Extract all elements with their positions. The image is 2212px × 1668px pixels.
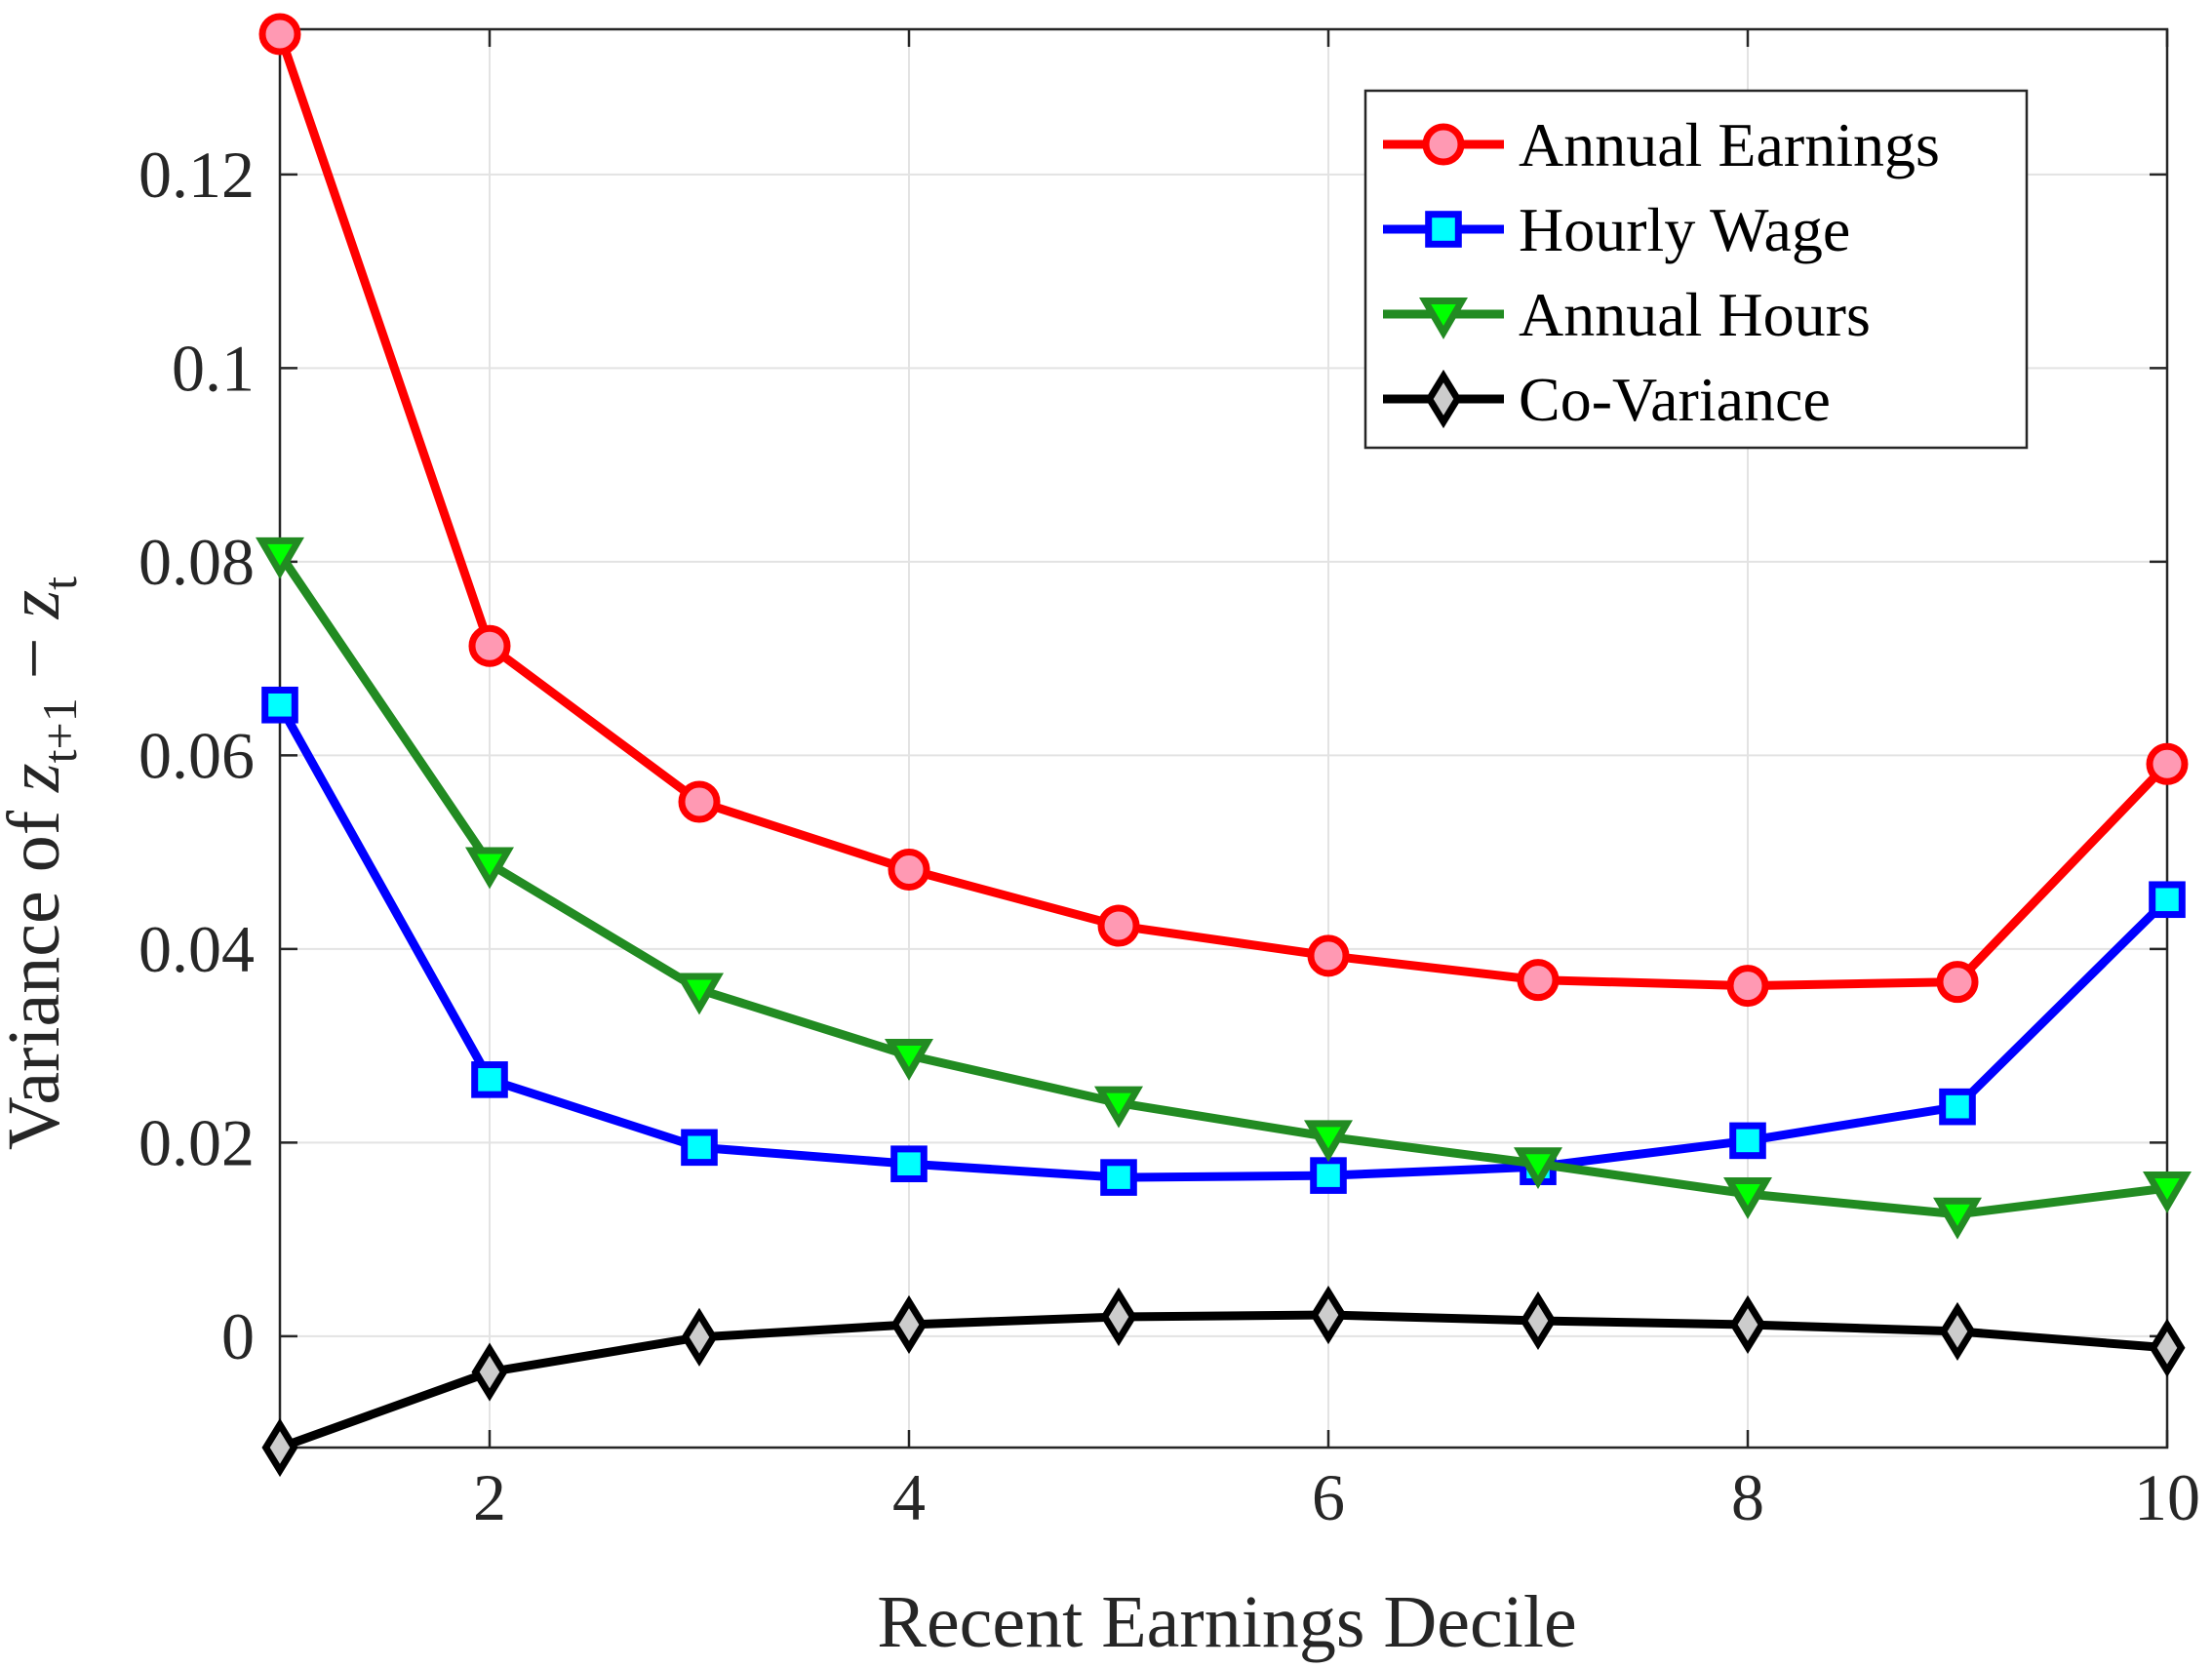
data-point-co-variance <box>1939 1301 1976 1361</box>
series-annual-hours <box>256 536 2192 1240</box>
data-point-annual-hours <box>465 847 514 890</box>
data-point-annual-hours <box>1723 1176 1772 1219</box>
series-line-co-variance <box>278 1310 2168 1452</box>
series-line-annual-hours <box>276 551 2168 1219</box>
data-point-annual-earnings <box>678 780 721 823</box>
plot-frame <box>278 27 2169 1450</box>
data-point-co-variance <box>1100 1287 1137 1347</box>
y-tick-label: 0.08 <box>138 525 255 599</box>
y-tick-label: 0 <box>221 1299 255 1373</box>
series-line-annual-earnings <box>275 32 2171 991</box>
data-point-annual-hours <box>675 973 724 1015</box>
data-point-annual-hours <box>2143 1172 2192 1213</box>
data-point-annual-earnings <box>1726 965 1769 1008</box>
y-axis-label-sub2: t <box>32 576 87 590</box>
data-point-co-variance <box>261 1417 298 1478</box>
y-axis-label-sub1: t+1 <box>32 697 87 763</box>
data-point-hourly-wage <box>890 1145 928 1183</box>
x-tick-label: 8 <box>1731 1460 1764 1534</box>
y-tick-label: 0.04 <box>138 912 255 986</box>
series-annual-earnings <box>258 13 2189 1008</box>
series-layer <box>256 13 2192 1478</box>
data-point-annual-earnings <box>468 624 511 667</box>
y-tick-label: 0.1 <box>172 331 255 405</box>
legend: Annual Earnings Hourly Wage Annual Hours Co… <box>1363 89 2029 450</box>
data-point-hourly-wage <box>1100 1159 1137 1196</box>
data-point-hourly-wage <box>2149 881 2186 919</box>
data-point-annual-hours <box>1514 1147 1562 1190</box>
series-line-hourly-wage <box>276 702 2171 1182</box>
y-tick-label: 0.06 <box>138 718 255 792</box>
data-point-annual-hours <box>885 1039 933 1081</box>
x-tick-label: 6 <box>1312 1460 1345 1534</box>
legend-label: Annual Earnings <box>1519 110 1940 179</box>
y-axis-label-minus: − <box>0 618 75 697</box>
data-point-co-variance <box>890 1294 928 1355</box>
data-point-hourly-wage <box>261 686 298 724</box>
data-point-co-variance <box>471 1342 508 1402</box>
data-point-hourly-wage <box>1939 1088 1976 1126</box>
data-point-hourly-wage <box>1310 1157 1347 1194</box>
y-axis-label-var1: z <box>0 763 75 793</box>
data-point-annual-earnings <box>258 13 301 56</box>
legend-item-co-variance: Co-Variance <box>1383 365 1831 434</box>
legend-label: Annual Hours <box>1519 280 1871 349</box>
data-point-co-variance <box>681 1307 718 1367</box>
series-co-variance <box>261 1285 2186 1478</box>
legend-item-annual-earnings: Annual Earnings <box>1383 110 1940 179</box>
y-tick-label: 0.12 <box>138 138 255 212</box>
y-axis-label-var2: z <box>0 590 75 620</box>
data-point-annual-hours <box>1304 1120 1353 1163</box>
data-point-annual-earnings <box>888 848 930 891</box>
data-point-co-variance <box>1310 1285 1347 1345</box>
legend-label: Co-Variance <box>1519 365 1831 434</box>
data-point-co-variance <box>2149 1318 2186 1377</box>
data-point-annual-earnings <box>1936 961 1979 1004</box>
data-point-annual-earnings <box>1517 959 1560 1002</box>
data-point-annual-earnings <box>2146 742 2189 785</box>
data-point-hourly-wage <box>681 1129 718 1167</box>
legend-item-hourly-wage: Hourly Wage <box>1383 195 1850 264</box>
x-axis-label: Recent Earnings Decile <box>877 1581 1576 1663</box>
data-point-annual-earnings <box>1307 934 1350 977</box>
legend-marker <box>1422 123 1465 166</box>
legend-marker <box>1425 211 1462 248</box>
y-tick-label: 0.02 <box>138 1105 255 1179</box>
x-tick-label: 2 <box>473 1460 506 1534</box>
data-point-co-variance <box>1729 1294 1766 1355</box>
data-point-hourly-wage <box>471 1061 508 1098</box>
y-axis-label-prefix: Variance of <box>0 792 75 1150</box>
legend-label: Hourly Wage <box>1519 195 1850 264</box>
data-point-annual-hours <box>256 536 304 579</box>
data-point-co-variance <box>1520 1291 1557 1351</box>
legend-box <box>1363 89 2029 450</box>
data-point-annual-earnings <box>1097 904 1140 947</box>
legend-marker <box>1425 369 1462 429</box>
data-point-annual-hours <box>1933 1197 1982 1240</box>
legend-item-annual-hours: Annual Hours <box>1383 280 1871 349</box>
y-axis-label: Variance of zt+1 − zt <box>0 576 87 1150</box>
data-point-annual-hours <box>1094 1086 1143 1129</box>
tick-labels: 2 4 6 8 10 0 0.02 0.04 0.06 0.08 0.1 0.12 <box>138 138 2200 1534</box>
data-point-hourly-wage <box>1729 1122 1766 1160</box>
x-tick-label: 10 <box>2134 1460 2200 1534</box>
x-tick-label: 4 <box>892 1460 926 1534</box>
legend-marker <box>1419 298 1468 339</box>
